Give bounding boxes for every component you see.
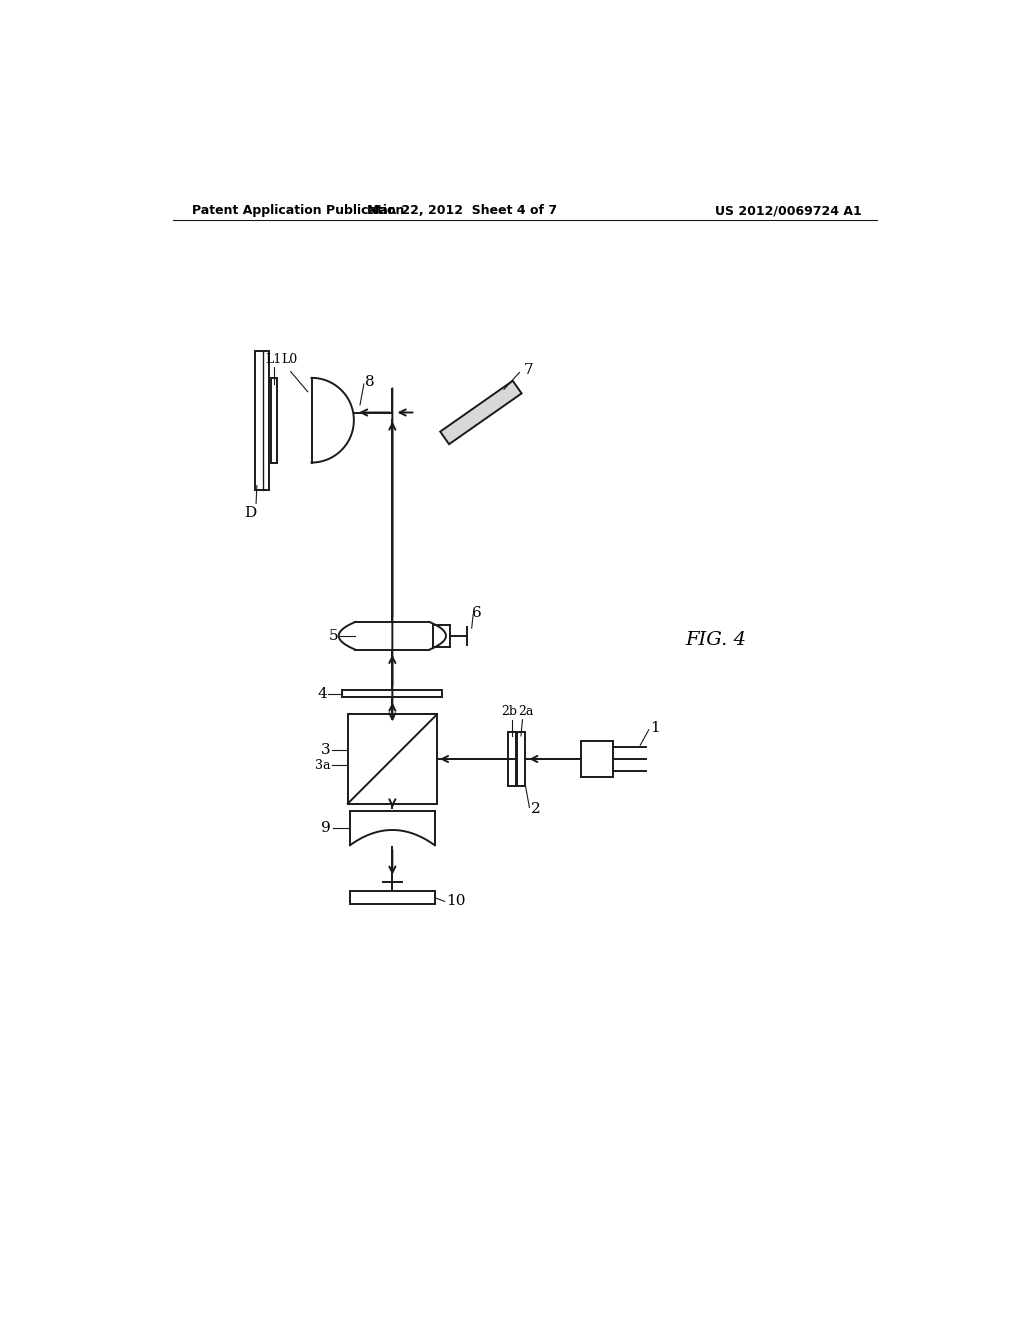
- Polygon shape: [440, 380, 521, 445]
- Text: Patent Application Publication: Patent Application Publication: [193, 205, 404, 218]
- Text: 6: 6: [472, 606, 481, 619]
- Text: 8: 8: [366, 375, 375, 388]
- Text: 2a: 2a: [518, 705, 535, 718]
- Text: 2b: 2b: [502, 705, 517, 718]
- Text: 3a: 3a: [315, 759, 331, 772]
- Bar: [255, 351, 269, 490]
- Text: 5: 5: [329, 628, 339, 643]
- Text: US 2012/0069724 A1: US 2012/0069724 A1: [716, 205, 862, 218]
- Text: 2: 2: [531, 803, 541, 816]
- Text: L1: L1: [265, 354, 282, 367]
- Text: 1: 1: [650, 721, 660, 735]
- Text: 10: 10: [446, 895, 466, 908]
- Text: L0: L0: [281, 354, 297, 367]
- Bar: [508, 733, 515, 785]
- Text: 9: 9: [321, 821, 331, 836]
- Bar: [433, 626, 451, 647]
- Bar: [270, 378, 276, 462]
- Bar: [348, 714, 437, 804]
- Text: D: D: [245, 507, 257, 520]
- Bar: [581, 741, 613, 777]
- Bar: [342, 689, 442, 697]
- Text: 3: 3: [322, 743, 331, 756]
- Bar: [350, 891, 435, 904]
- Text: FIG. 4: FIG. 4: [685, 631, 745, 648]
- Text: 7: 7: [523, 363, 532, 378]
- Bar: [517, 733, 525, 785]
- Text: 4: 4: [317, 686, 327, 701]
- Text: Mar. 22, 2012  Sheet 4 of 7: Mar. 22, 2012 Sheet 4 of 7: [367, 205, 557, 218]
